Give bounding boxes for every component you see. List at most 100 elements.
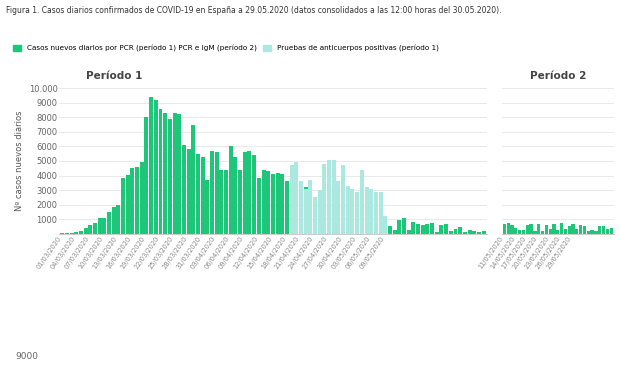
Bar [458, 227, 462, 234]
Bar [545, 225, 548, 234]
Bar [430, 223, 434, 234]
Bar [290, 165, 294, 234]
Bar [215, 152, 219, 234]
Bar [552, 224, 556, 234]
Bar [332, 173, 336, 234]
Bar [196, 154, 200, 234]
Bar [154, 100, 158, 234]
Bar [126, 175, 130, 234]
Bar [121, 178, 125, 234]
Bar [84, 228, 87, 234]
Bar [567, 226, 571, 234]
Bar [472, 231, 476, 234]
Bar [477, 232, 481, 234]
Bar [587, 231, 590, 234]
Bar [294, 189, 298, 234]
Bar [598, 226, 601, 234]
Bar [463, 232, 467, 234]
Bar [411, 222, 415, 234]
Bar [88, 225, 92, 234]
Bar [266, 171, 270, 234]
Bar [397, 220, 401, 234]
Bar [172, 113, 177, 234]
Bar [360, 210, 364, 234]
Bar [556, 230, 559, 234]
Bar [308, 197, 312, 234]
Bar [365, 212, 368, 234]
Bar [205, 180, 210, 234]
Bar [257, 178, 261, 234]
Bar [285, 181, 289, 234]
Bar [130, 168, 135, 234]
Bar [317, 200, 322, 234]
Bar [609, 228, 613, 234]
Bar [346, 186, 350, 234]
Bar [252, 155, 256, 234]
Bar [533, 231, 536, 234]
Bar [590, 230, 594, 234]
Bar [135, 167, 139, 234]
Bar [529, 224, 533, 234]
Bar [65, 233, 69, 234]
Bar [149, 97, 153, 234]
Bar [229, 146, 232, 234]
Bar [594, 231, 598, 234]
Bar [350, 202, 355, 234]
Bar [262, 170, 265, 234]
Bar [243, 152, 247, 234]
Text: 9000: 9000 [16, 352, 38, 361]
Bar [379, 191, 383, 234]
Bar [575, 229, 578, 234]
Bar [304, 187, 308, 234]
Text: Período 1: Período 1 [86, 71, 143, 81]
Bar [69, 233, 74, 234]
Bar [355, 191, 359, 234]
Bar [522, 230, 525, 234]
Bar [313, 199, 317, 234]
Bar [234, 157, 237, 234]
Bar [247, 151, 252, 234]
Bar [541, 231, 544, 234]
Bar [97, 219, 102, 234]
Text: Período 2: Período 2 [529, 71, 586, 81]
Bar [332, 160, 336, 234]
Bar [537, 223, 540, 234]
Bar [327, 169, 331, 234]
Bar [374, 191, 378, 234]
Bar [583, 226, 586, 234]
Bar [579, 225, 582, 234]
Bar [435, 232, 439, 234]
Bar [304, 189, 308, 234]
Bar [440, 225, 443, 234]
Bar [140, 162, 144, 234]
Text: Figura 1. Casos diarios confirmados de COVID-19 en España a 29.05.2020 (datos co: Figura 1. Casos diarios confirmados de C… [6, 6, 502, 14]
Legend: Casos nuevos diarios por PCR (período 1) PCR e IgM (período 2), Pruebas de antic: Casos nuevos diarios por PCR (período 1)… [10, 42, 442, 55]
Bar [549, 229, 552, 234]
Bar [449, 231, 453, 234]
Bar [317, 190, 322, 234]
Bar [560, 223, 563, 234]
Bar [602, 226, 605, 234]
Bar [444, 223, 448, 234]
Bar [337, 181, 340, 234]
Bar [383, 219, 388, 234]
Bar [341, 165, 345, 234]
Bar [355, 209, 359, 234]
Bar [388, 226, 392, 234]
Bar [374, 215, 378, 234]
Bar [280, 174, 284, 234]
Bar [177, 114, 181, 234]
Bar [112, 207, 116, 234]
Bar [503, 223, 506, 234]
Bar [507, 223, 510, 234]
Bar [453, 229, 458, 234]
Bar [163, 113, 167, 234]
Bar [327, 160, 331, 234]
Bar [370, 189, 373, 234]
Bar [224, 170, 228, 234]
Bar [299, 191, 303, 234]
Bar [564, 229, 567, 234]
Bar [526, 225, 529, 234]
Bar [201, 157, 205, 234]
Bar [379, 220, 383, 234]
